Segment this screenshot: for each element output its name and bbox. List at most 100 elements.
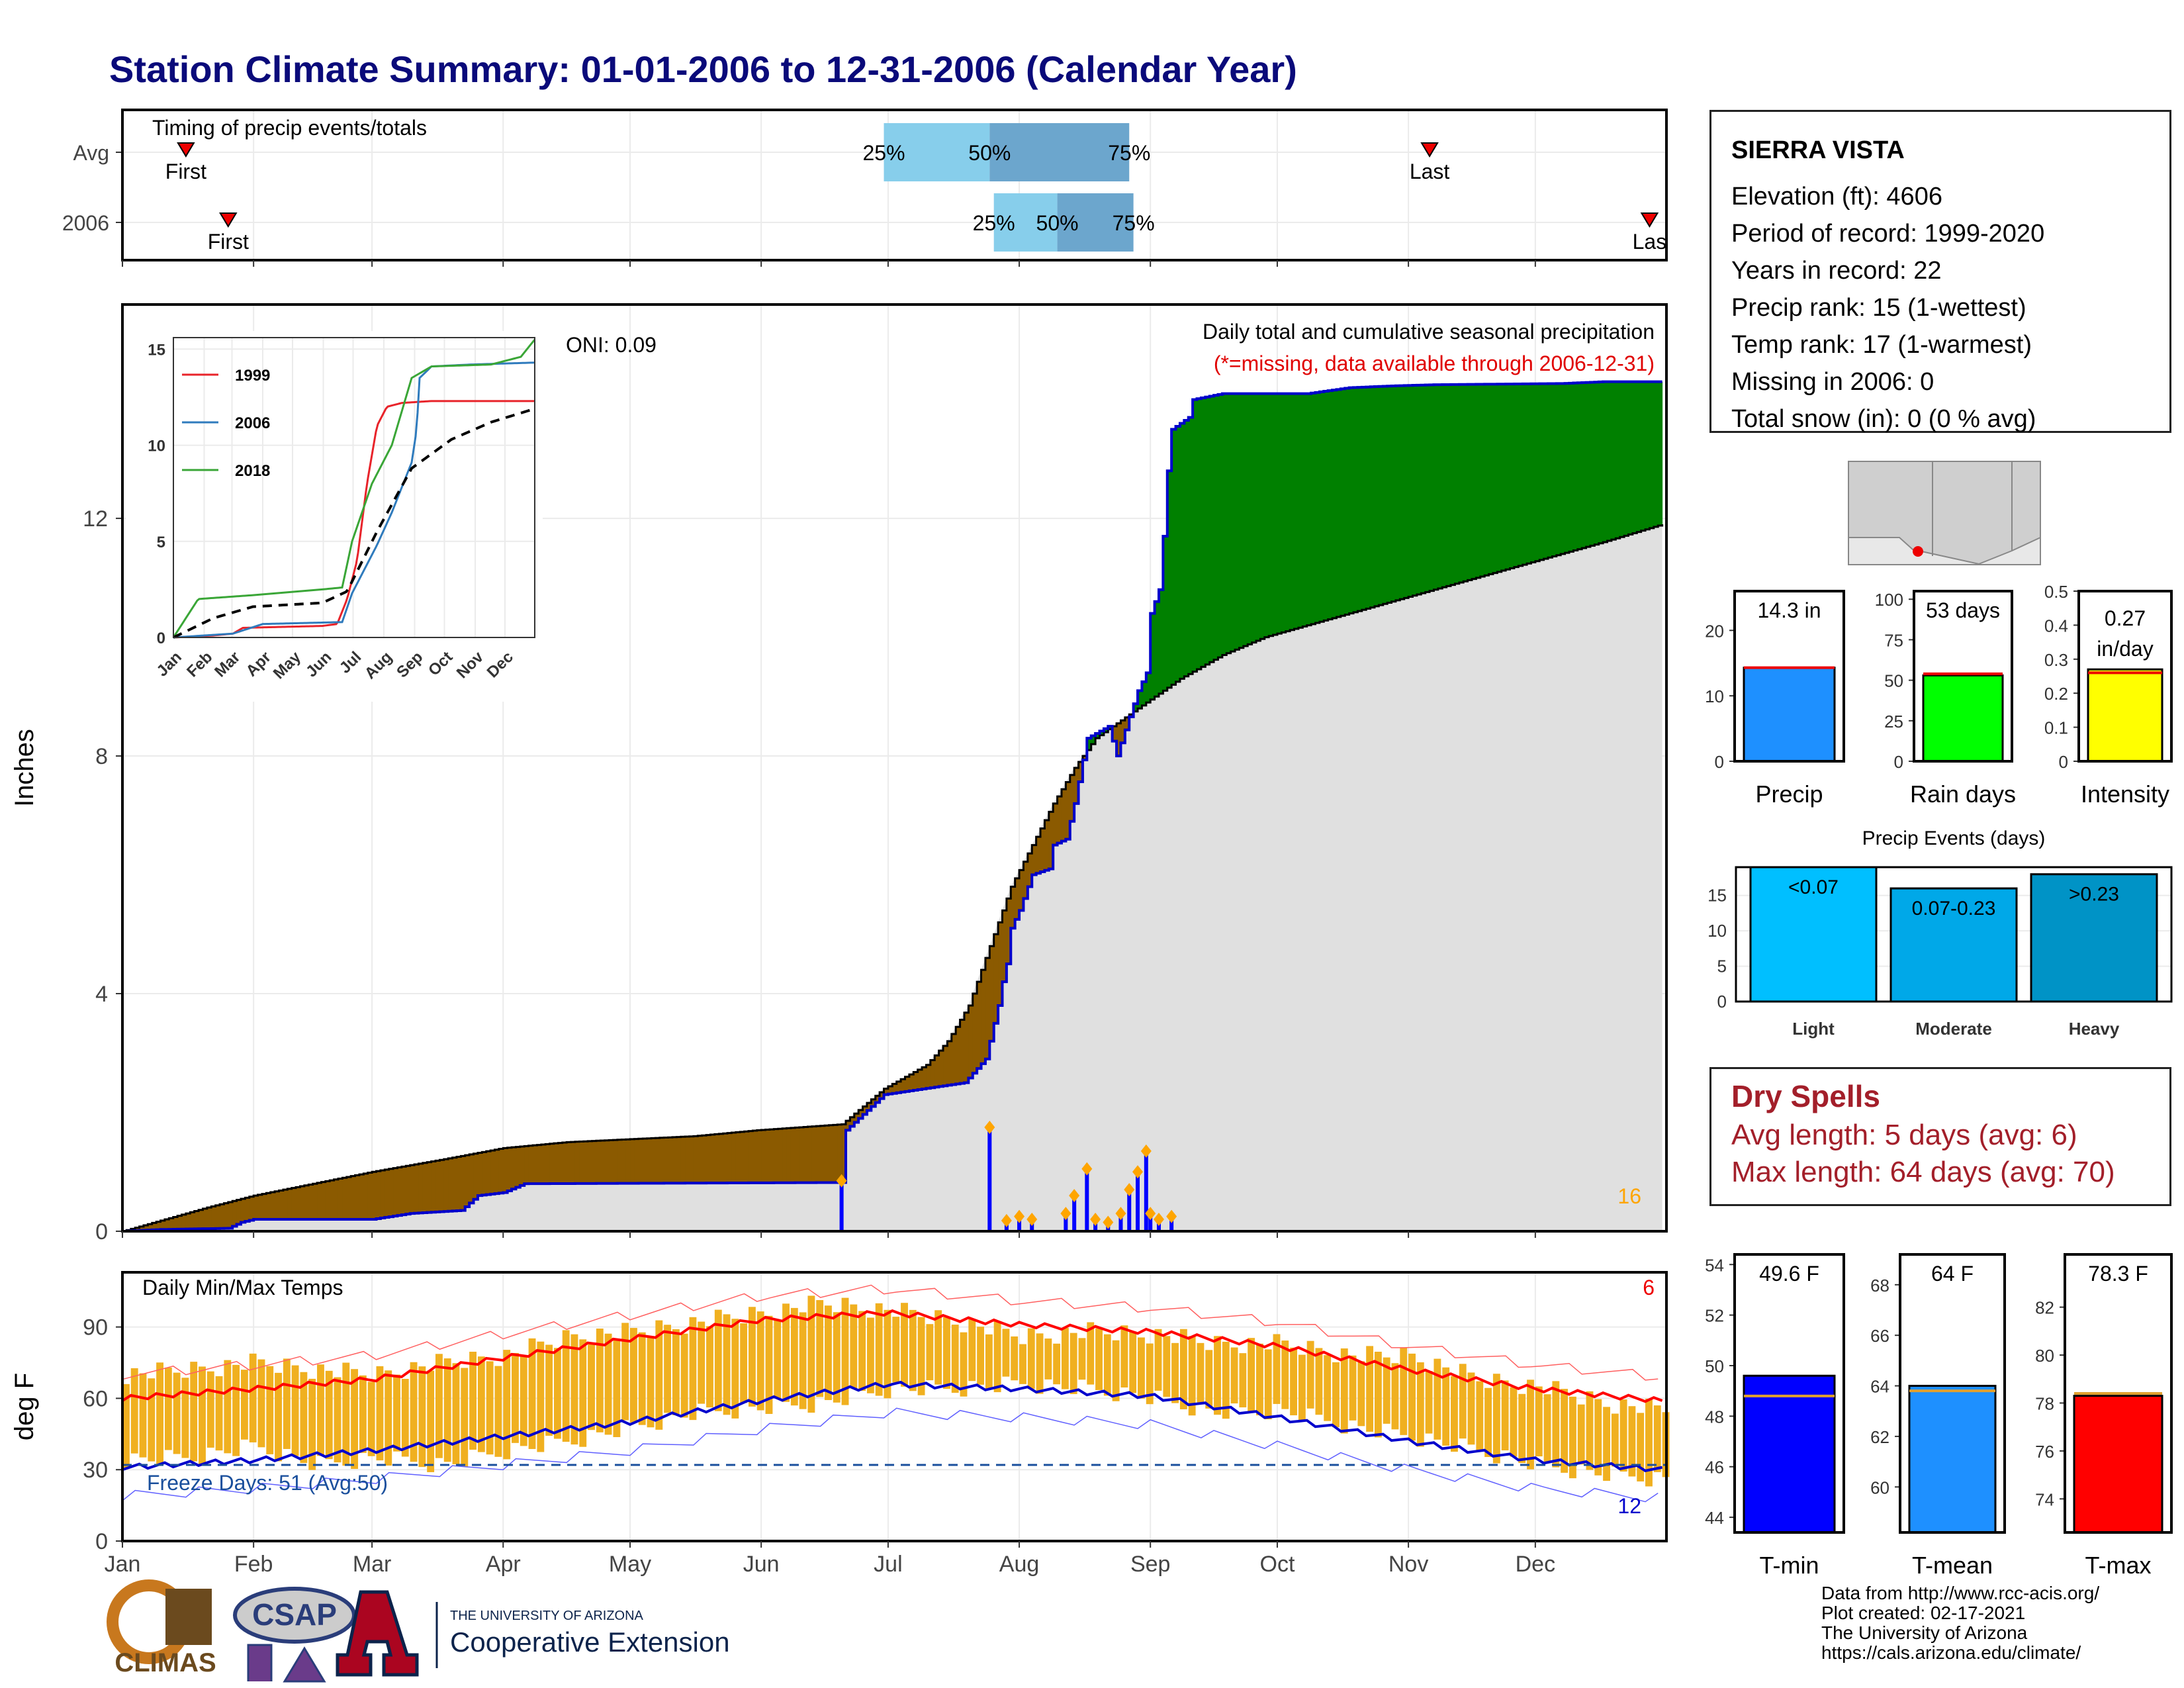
precip-above-average-fill — [1374, 387, 1379, 606]
precip-below-average-fill — [807, 1127, 813, 1183]
precip-above-average-fill — [1565, 383, 1570, 553]
precip-below-average-fill — [190, 1212, 195, 1229]
temp-daily-bar — [1459, 1364, 1467, 1439]
temp-daily-bar — [1230, 1347, 1238, 1404]
summary-y-tick-label: 20 — [1705, 621, 1724, 641]
footer-university: The University of Arizona — [1821, 1622, 2028, 1643]
precip-above-average-fill — [1590, 382, 1595, 546]
precip-above-average-fill — [1484, 384, 1490, 576]
summary-label: Intensity — [2081, 780, 2169, 808]
summary-label: Precip — [1755, 780, 1823, 808]
summary-panel-t-max: 74 76 78 80 82 78.3 F T-max — [2035, 1253, 2173, 1579]
climas-logo-text: CLIMAS — [114, 1648, 216, 1677]
temp-daily-bar — [351, 1369, 359, 1470]
temp-daily-bar — [1425, 1371, 1433, 1434]
precip-above-average-fill — [1353, 387, 1358, 612]
temp-daily-bar — [1577, 1404, 1585, 1465]
precip-above-average-fill — [1459, 384, 1464, 583]
temp-daily-bar — [224, 1360, 232, 1454]
summary-y-tick-label: 52 — [1705, 1306, 1724, 1326]
timing-row-label: 2006 — [62, 211, 109, 235]
temp-daily-bar — [943, 1317, 950, 1389]
temp-daily-bar — [731, 1319, 739, 1419]
precip-above-average-fill — [1522, 383, 1527, 565]
summary-panel-t-mean: 60 62 64 66 68 64 F T-mean — [1870, 1253, 2006, 1579]
temp-daily-bar — [122, 1383, 130, 1469]
temp-daily-bar — [1011, 1336, 1019, 1381]
precip-below-average-fill — [410, 1165, 415, 1214]
temp-hot-count: 6 — [1643, 1276, 1655, 1299]
precip-events-bar-label: 0.07-0.23 — [1912, 898, 1996, 919]
precip-above-average-fill — [1611, 381, 1616, 540]
temp-daily-bar — [1484, 1387, 1492, 1458]
precip-below-average-fill — [203, 1208, 208, 1229]
summary-panel-rain-days: 0 25 50 75 100 53 days Rain days — [1875, 590, 2016, 808]
precip-below-average-fill — [473, 1153, 478, 1199]
temp-daily-bar — [148, 1378, 156, 1462]
temp-daily-bar — [1416, 1362, 1424, 1447]
precip-events-bar-label: >0.23 — [2069, 884, 2119, 906]
precip-below-average-fill — [887, 1086, 893, 1094]
temp-daily-bar — [300, 1372, 308, 1464]
precip-above-average-fill — [1315, 392, 1320, 624]
temp-daily-bar — [740, 1323, 748, 1403]
temp-daily-bar — [139, 1373, 147, 1458]
precip-above-average-fill — [1235, 393, 1240, 650]
precip-below-average-fill — [270, 1192, 275, 1220]
precip-below-average-fill — [702, 1135, 707, 1184]
precip-below-average-fill — [249, 1196, 254, 1221]
temp-daily-bar — [689, 1317, 697, 1421]
temp-daily-bar — [977, 1327, 985, 1385]
locator-map-station-dot — [1913, 546, 1923, 557]
summary-label: T-max — [2085, 1552, 2151, 1579]
temp-daily-bar — [579, 1339, 587, 1447]
precip-y-tick-label: 4 — [95, 982, 108, 1007]
precip-daily-marker — [1132, 1165, 1144, 1179]
temp-frame — [121, 1271, 1668, 1542]
precip-above-average-fill — [1379, 386, 1384, 606]
precip-daily-bar — [1136, 1172, 1140, 1231]
temp-daily-bar — [1306, 1340, 1314, 1409]
temp-daily-bar — [1214, 1336, 1221, 1415]
summary-y-tick-label: 100 — [1875, 590, 1903, 610]
precip-below-average-fill — [139, 1226, 144, 1231]
precip-above-average-fill — [1430, 385, 1434, 591]
precip-below-average-fill — [541, 1144, 546, 1184]
temp-daily-bar — [461, 1368, 469, 1467]
temp-daily-bar — [494, 1366, 502, 1457]
temp-daily-bar — [545, 1344, 553, 1436]
temp-daily-bar — [1332, 1362, 1340, 1428]
precip-below-average-fill — [537, 1145, 542, 1184]
station-missing: Missing in 2006: 0 — [1731, 368, 1934, 396]
temp-daily-bar — [664, 1325, 672, 1413]
precip-above-average-fill — [1603, 381, 1608, 542]
precip-below-average-fill — [215, 1205, 220, 1229]
summary-y-tick-label: 82 — [2035, 1298, 2054, 1318]
precip-above-average-fill — [1543, 383, 1549, 559]
summary-label: T-min — [1760, 1552, 1819, 1579]
precip-below-average-fill — [257, 1194, 263, 1220]
precip-below-average-fill — [938, 1051, 944, 1087]
precip-above-average-fill — [1264, 393, 1269, 637]
temp-daily-bar — [926, 1324, 934, 1381]
precip-above-average-fill — [1624, 381, 1629, 536]
precip-above-average-fill — [1535, 383, 1540, 561]
precip-below-average-fill — [943, 1046, 948, 1086]
temp-daily-bar — [1603, 1407, 1610, 1481]
precip-events-category-label: Heavy — [2069, 1019, 2120, 1039]
dry-spells-title: Dry Spells — [1731, 1079, 1880, 1113]
precip-above-average-fill — [1099, 731, 1105, 735]
footer-plot-created: Plot created: 02-17-2021 — [1821, 1603, 2026, 1623]
precip-events-title: Precip Events (days) — [1862, 827, 2046, 849]
precip-above-average-fill — [1277, 393, 1282, 634]
precip-above-average-fill — [1628, 381, 1633, 535]
temp-daily-bar — [613, 1338, 621, 1437]
precip-below-average-fill — [553, 1143, 559, 1184]
precip-above-average-fill — [1637, 381, 1642, 532]
temp-daily-bar — [960, 1332, 968, 1397]
temp-daily-bar — [1366, 1346, 1374, 1432]
precip-below-average-fill — [659, 1137, 664, 1184]
temp-daily-bar — [240, 1370, 248, 1440]
temp-daily-bar — [283, 1358, 291, 1449]
